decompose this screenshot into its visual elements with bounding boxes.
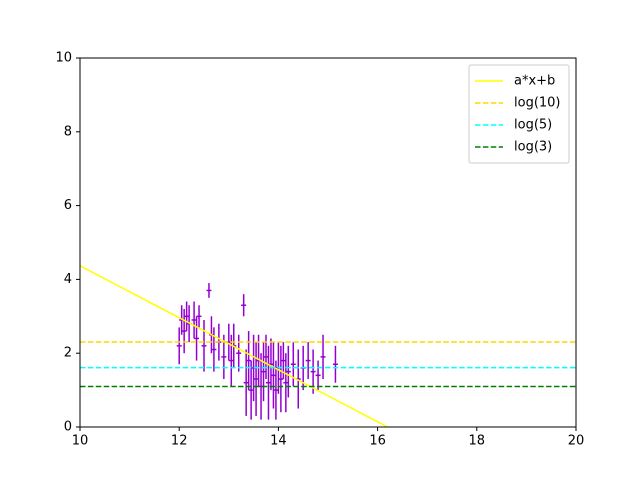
x-tick-label: 10: [72, 434, 89, 449]
y-tick-label: 0: [64, 420, 72, 435]
plot-area: [80, 265, 576, 427]
x-tick-label: 16: [369, 434, 386, 449]
y-tick-label: 10: [55, 51, 72, 66]
x-tick-label: 18: [469, 434, 486, 449]
legend-label: log(5): [514, 118, 552, 133]
y-tick-label: 6: [64, 198, 72, 213]
legend-label: log(3): [514, 140, 552, 155]
legend-label: a*x+b: [514, 74, 555, 89]
legend-box: [468, 64, 570, 164]
y-tick-label: 2: [64, 346, 72, 361]
y-tick-label: 8: [64, 124, 72, 139]
x-tick-label: 12: [171, 434, 188, 449]
axes-frame: [79, 57, 577, 428]
line: [80, 265, 388, 427]
x-tick-label: 20: [568, 434, 585, 449]
x-tick-label: 14: [270, 434, 287, 449]
legend-label: log(10): [514, 96, 561, 111]
y-tick-label: 4: [64, 272, 72, 287]
